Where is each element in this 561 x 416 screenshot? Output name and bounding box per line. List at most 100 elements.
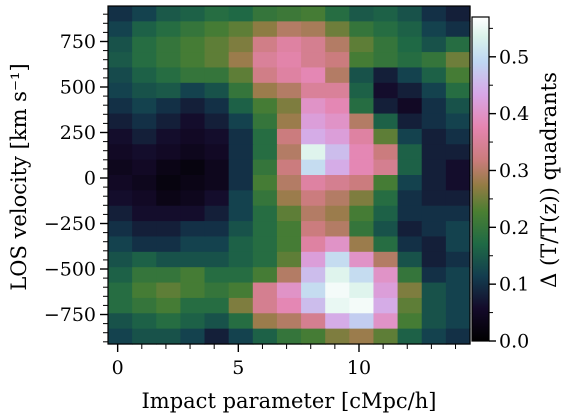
heatmap-cell xyxy=(108,144,133,161)
heatmap-cell xyxy=(228,128,254,145)
heatmap-cell xyxy=(228,36,254,53)
heatmap-cell xyxy=(301,128,326,145)
heatmap-cell xyxy=(373,6,399,22)
heatmap-cell xyxy=(180,98,206,115)
heatmap-cell xyxy=(228,175,254,191)
heatmap-cell xyxy=(301,175,326,191)
heatmap-cell xyxy=(156,236,181,253)
heatmap-cell xyxy=(228,236,254,253)
heatmap-cell xyxy=(301,267,326,284)
heatmap-cell xyxy=(373,128,399,145)
heatmap-cell xyxy=(252,236,278,253)
heatmap-cell xyxy=(156,328,181,345)
colorbar-title: Δ (T/T(z)) quadrants xyxy=(537,72,561,288)
heatmap-cell xyxy=(108,205,133,222)
heatmap-cell xyxy=(445,282,471,299)
heatmap-cell xyxy=(421,175,447,191)
heatmap-cell xyxy=(301,52,326,69)
heatmap-cell xyxy=(445,21,471,38)
heatmap-cell xyxy=(204,190,230,207)
colorbar-tick-label: 0.2 xyxy=(499,217,529,239)
heatmap-cell xyxy=(349,159,375,176)
heatmap-cell xyxy=(397,297,423,314)
heatmap-cell xyxy=(301,36,326,53)
heatmap-cell xyxy=(252,113,278,130)
heatmap-cell xyxy=(180,144,206,161)
heatmap-cell xyxy=(132,36,157,53)
heatmap-cell xyxy=(108,282,133,299)
plot-frame xyxy=(107,5,471,345)
heatmap-cell xyxy=(180,251,206,268)
heatmap-cell xyxy=(204,52,230,69)
heatmap-cell xyxy=(156,82,181,99)
heatmap-cell xyxy=(252,21,278,38)
heatmap-cell xyxy=(204,36,230,53)
heatmap-cell xyxy=(373,328,399,345)
heatmap-cell xyxy=(276,21,302,38)
heatmap-cell xyxy=(180,190,206,207)
heatmap-cell xyxy=(325,113,350,130)
heatmap-cell xyxy=(373,190,399,207)
heatmap-cell xyxy=(349,251,375,268)
heatmap-cell xyxy=(108,221,133,238)
heatmap-cell xyxy=(325,159,350,176)
heatmap-cell xyxy=(421,328,447,345)
heatmap-cell xyxy=(108,328,133,345)
heatmap-cells xyxy=(108,6,471,345)
heatmap-cell xyxy=(445,36,471,53)
heatmap-cell xyxy=(108,67,133,84)
heatmap-cell xyxy=(397,67,423,84)
heatmap-cell xyxy=(325,328,350,345)
heatmap-cell xyxy=(276,221,302,238)
heatmap-cell xyxy=(156,52,181,69)
colorbar-tick-label: 0.3 xyxy=(499,160,529,182)
heatmap-cell xyxy=(108,267,133,284)
heatmap-cell xyxy=(373,205,399,222)
heatmap-cell xyxy=(276,159,302,176)
heatmap-cell xyxy=(373,221,399,238)
heatmap-cell xyxy=(373,159,399,176)
heatmap-cell xyxy=(301,159,326,176)
heatmap-cell xyxy=(325,175,350,191)
heatmap-cell xyxy=(373,251,399,268)
heatmap-cell xyxy=(397,221,423,238)
heatmap-cell xyxy=(445,221,471,238)
y-tick-label: 0 xyxy=(84,168,96,190)
x-tick-label: 0 xyxy=(112,357,124,379)
heatmap-cell xyxy=(397,313,423,330)
heatmap-cell xyxy=(325,52,350,69)
heatmap-cell xyxy=(180,267,206,284)
heatmap-cell xyxy=(180,328,206,345)
heatmap-cell xyxy=(252,82,278,99)
heatmap-cell xyxy=(349,21,375,38)
heatmap-cell xyxy=(276,251,302,268)
heatmap-cell xyxy=(132,98,157,115)
heatmap-cell xyxy=(325,205,350,222)
heatmap-cell xyxy=(397,236,423,253)
x-tick-label: 10 xyxy=(347,357,371,379)
y-axis-title: LOS velocity [km s⁻¹] xyxy=(7,63,31,290)
heatmap-cell xyxy=(228,282,254,299)
colorbar xyxy=(471,16,490,342)
heatmap-cell xyxy=(276,267,302,284)
heatmap-cell xyxy=(421,98,447,115)
heatmap-cell xyxy=(132,144,157,161)
heatmap-cell xyxy=(108,128,133,145)
heatmap-cell xyxy=(349,82,375,99)
heatmap-cell xyxy=(421,251,447,268)
heatmap-cell xyxy=(445,82,471,99)
heatmap-cell xyxy=(373,36,399,53)
heatmap-cell xyxy=(108,52,133,69)
heatmap-cell xyxy=(132,205,157,222)
heatmap-cell xyxy=(349,313,375,330)
heatmap-cell xyxy=(397,282,423,299)
heatmap-cell xyxy=(445,113,471,130)
heatmap-cell xyxy=(397,82,423,99)
heatmap-cell xyxy=(301,190,326,207)
heatmap-cell xyxy=(132,67,157,84)
heatmap-cell xyxy=(301,297,326,314)
heatmap-cell xyxy=(108,159,133,176)
heatmap-cell xyxy=(132,113,157,130)
heatmap-cell xyxy=(421,113,447,130)
